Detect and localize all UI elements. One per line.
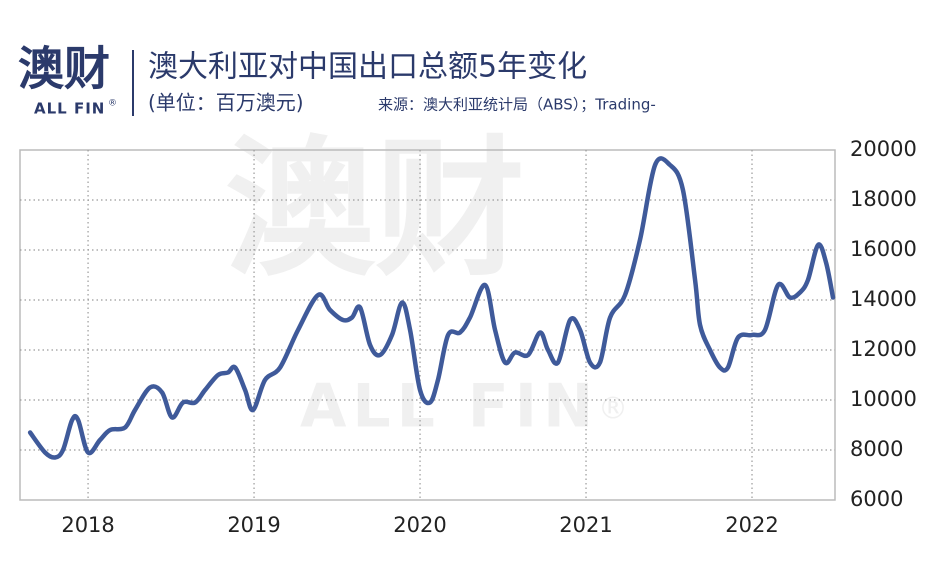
- watermark-sub: ALL FIN: [300, 372, 599, 442]
- y-tick-label: 12000: [850, 337, 917, 361]
- watermark-mark: ®: [598, 392, 628, 427]
- y-tick-label: 18000: [850, 187, 917, 211]
- source: 来源：澳大利亚统计局（ABS）；Trading-: [378, 96, 656, 114]
- y-tick-label: 6000: [850, 487, 903, 511]
- x-tick-label: 2021: [559, 513, 612, 537]
- plot-frame: [19, 149, 836, 501]
- y-tick-label: 20000: [850, 137, 917, 161]
- watermark: 澳财: [225, 123, 525, 297]
- logo-mark: ®: [108, 99, 117, 109]
- x-tick-label: 2018: [61, 513, 114, 537]
- chart-subtitle: (单位：百万澳元): [148, 91, 304, 115]
- y-tick-label: 8000: [850, 437, 903, 461]
- y-tick-label: 16000: [850, 237, 917, 261]
- logo: 澳财: [18, 42, 110, 96]
- logo-sub: ALL FIN: [34, 100, 105, 118]
- chart-title: 澳大利亚对中国出口总额5年变化: [148, 50, 587, 85]
- x-tick-label: 2020: [393, 513, 446, 537]
- y-tick-label: 10000: [850, 387, 917, 411]
- x-tick-label: 2019: [227, 513, 280, 537]
- x-tick-label: 2022: [725, 513, 778, 537]
- line: [27, 156, 836, 460]
- y-tick-label: 14000: [850, 287, 917, 311]
